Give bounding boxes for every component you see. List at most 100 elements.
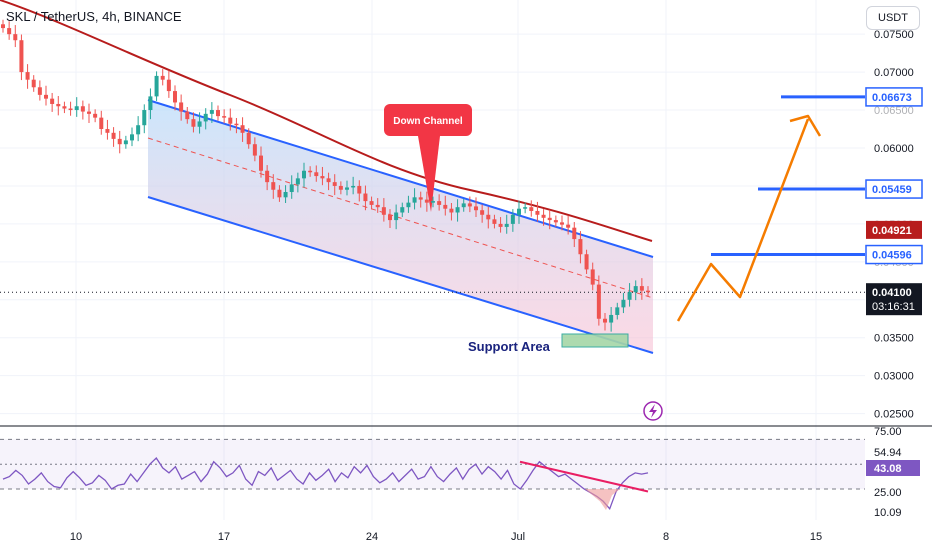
candle-body <box>130 134 134 141</box>
candle-body <box>209 110 214 114</box>
candle-body <box>302 170 306 179</box>
candle-body <box>191 119 196 127</box>
channel-lower-line <box>147 196 654 354</box>
price-tag: 0.04921 <box>866 220 922 239</box>
candle-body <box>259 155 263 171</box>
rsi-panel <box>0 438 865 511</box>
price-axis-label: 0.06500 <box>874 105 914 117</box>
candle-body <box>437 201 442 205</box>
candle-body <box>486 214 491 220</box>
candle-body <box>345 187 349 190</box>
rsi-axis-label: 25.00 <box>874 487 902 499</box>
down-channel-callout: Down Channel <box>384 104 472 212</box>
lightning-icon-bolt <box>649 404 657 418</box>
candle-body <box>394 212 399 221</box>
time-axis-label: 8 <box>663 531 669 543</box>
rsi-axis-label: 54.94 <box>874 447 902 459</box>
candle-body <box>455 207 460 213</box>
candle-body <box>584 254 589 270</box>
candle-body <box>44 94 48 99</box>
candle-body <box>7 28 12 35</box>
price-tags: 0.06673 0.05459 0.04921 0.04596 0.04100 03:16… <box>865 87 923 316</box>
candle-body <box>246 132 251 145</box>
candle-body <box>547 217 552 221</box>
candle-body <box>320 176 325 179</box>
candle-body <box>480 210 485 215</box>
candle-body <box>277 189 282 198</box>
candle-body <box>234 123 239 126</box>
time-axis-label: 10 <box>70 531 82 543</box>
overlays: Support Area Down Channel <box>0 0 865 421</box>
candle-body <box>351 185 356 188</box>
candle-body <box>148 96 153 111</box>
price-tag: 0.05459 <box>865 179 923 199</box>
candle-body <box>74 106 79 111</box>
candle-body <box>179 102 184 112</box>
candle-body <box>412 197 417 203</box>
price-axis-label: 0.02500 <box>874 409 914 421</box>
candle-body <box>154 75 159 97</box>
candle-body <box>160 75 165 80</box>
candle-body <box>510 214 515 224</box>
candle-body <box>388 214 392 221</box>
candle-body <box>173 91 177 103</box>
candle-body <box>443 204 448 209</box>
candle-body <box>609 314 614 323</box>
candle-body <box>627 292 632 300</box>
candle-body <box>517 208 521 215</box>
rsi-axis-label: 10.09 <box>874 507 902 519</box>
price-tag: 0.04596 <box>865 244 923 265</box>
price-tag-box <box>865 179 923 199</box>
down-channel-bubble <box>384 104 472 136</box>
price-axis-label: 0.07000 <box>874 67 914 79</box>
rsi-divergence-line <box>519 460 649 493</box>
candle-body <box>431 201 435 203</box>
candle-body <box>295 178 300 185</box>
candle-body <box>68 108 73 111</box>
current-price-value: 0.04100 <box>872 287 912 299</box>
time-axis-label: Jul <box>511 531 525 543</box>
candle-body <box>615 307 620 315</box>
current-price-box <box>866 283 922 316</box>
rsi-axis-label: 75.00 <box>874 426 902 438</box>
rsi-line <box>2 456 649 511</box>
price-axis-label: 0.06000 <box>874 143 914 155</box>
projection-arrowhead <box>789 114 822 137</box>
candle-body <box>240 125 245 133</box>
candle-body <box>136 125 141 135</box>
candle-body <box>633 286 638 293</box>
candle-body <box>590 269 595 285</box>
candle-body <box>56 103 61 107</box>
price-axis-label: 0.07500 <box>874 29 914 41</box>
price-tag: 0.06673 <box>865 87 923 107</box>
candle-body <box>449 208 454 213</box>
channel-upper-line <box>147 99 654 258</box>
candle-body <box>50 98 55 104</box>
candle-body <box>332 182 337 186</box>
candle-body <box>80 106 85 112</box>
bar-countdown: 03:16:31 <box>872 301 915 313</box>
lightning-icon[interactable] <box>643 401 663 421</box>
candle-body <box>228 117 233 124</box>
candle-body <box>1 24 5 29</box>
candle-body <box>252 144 257 156</box>
candle-body <box>461 203 466 208</box>
time-axis-label: 24 <box>366 531 378 543</box>
down-channel-label: Down Channel <box>393 116 463 127</box>
current-price-tag: 0.04100 03:16:31 <box>866 283 922 316</box>
candle-body <box>338 185 343 190</box>
candle-body <box>639 286 644 291</box>
candle-body <box>265 170 270 183</box>
candle-body <box>203 113 208 122</box>
currency-button[interactable]: USDT <box>866 6 920 30</box>
candle-body <box>87 111 91 114</box>
channel-fill <box>148 100 653 353</box>
candle-body <box>560 222 564 225</box>
time-axis-label: 15 <box>810 531 822 543</box>
price-tag-label: 0.06673 <box>872 92 912 104</box>
price-axis-label: 0.03500 <box>874 333 914 345</box>
candle-body <box>381 207 386 215</box>
down-channel-pointer <box>418 136 440 212</box>
